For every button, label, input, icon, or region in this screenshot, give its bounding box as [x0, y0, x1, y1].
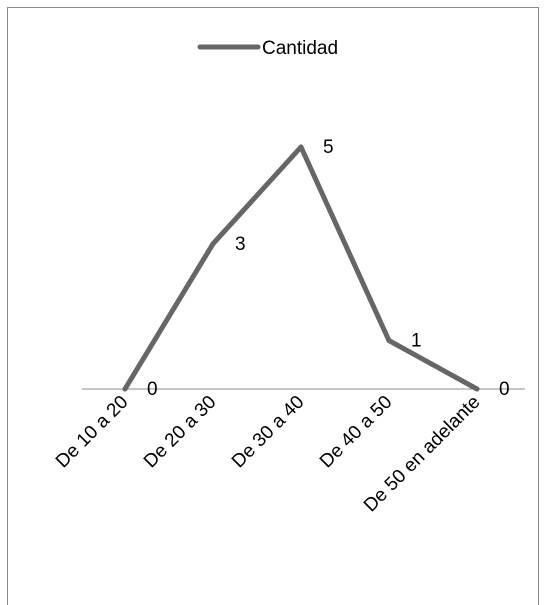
x-tick-label: De 10 a 20 [52, 392, 133, 473]
data-point [474, 386, 480, 392]
x-tick-label: De 40 a 50 [316, 392, 397, 473]
data-point [122, 386, 128, 392]
data-label: 3 [235, 234, 246, 255]
data-point [298, 144, 304, 150]
data-label: 0 [499, 379, 510, 400]
x-axis-tick-labels: De 10 a 20 De 20 a 30 De 30 a 40 De 40 a 50… [52, 392, 485, 517]
data-labels: 0 3 5 1 0 [147, 137, 510, 400]
data-label: 0 [147, 379, 158, 400]
x-tick-label: De 30 a 40 [228, 392, 309, 473]
chart-area [7, 7, 539, 605]
data-label: 1 [411, 331, 422, 352]
legend: Cantidad [197, 38, 338, 59]
series-cantidad [122, 144, 480, 392]
legend-label: Cantidad [262, 38, 338, 59]
data-point [386, 338, 392, 344]
data-point [210, 241, 216, 247]
data-label: 5 [323, 137, 334, 158]
series-line [122, 144, 480, 392]
x-tick-label: De 20 a 30 [140, 392, 221, 473]
